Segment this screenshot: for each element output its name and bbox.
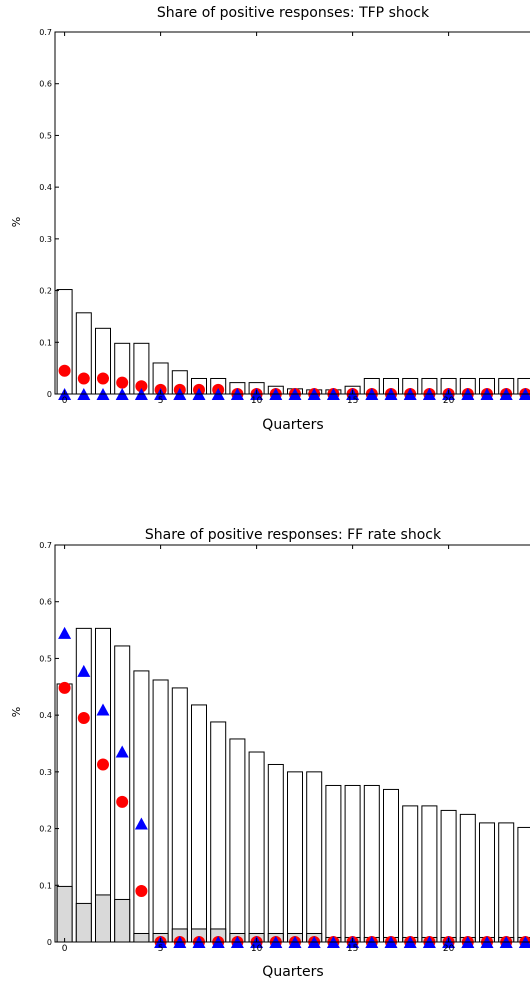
y-tick-label: 0.6 xyxy=(39,80,52,89)
triangle-marker-q3 xyxy=(115,745,129,758)
x-tick-label: 0 xyxy=(62,944,68,954)
plot-frame xyxy=(54,31,530,395)
bar-series-0-q7 xyxy=(191,704,207,943)
triangle-marker-q4 xyxy=(134,817,148,830)
axis-ticks: 0 0.1 0.2 0.3 0.4 0.5 0.6 0.7 0 5 10 15 20 xyxy=(39,541,455,954)
circle-marker-q0 xyxy=(58,364,71,377)
circle-marker-q2 xyxy=(97,758,109,771)
bar-series-0-q5 xyxy=(152,679,169,943)
bar-series-0-q3 xyxy=(114,645,131,943)
y-tick-label: 0.5 xyxy=(39,131,52,140)
bar-series-0-q4 xyxy=(133,670,150,943)
y-tick-label: 0.4 xyxy=(39,711,52,720)
bar-series-layer xyxy=(56,289,530,395)
circle-marker-q1 xyxy=(77,711,90,724)
chart-title: Share of positive responses: TFP shock xyxy=(157,5,430,21)
chart-panel-ff-rate-shock: Share of positive responses: FF rate sho… xyxy=(10,527,530,980)
chart-panel-tfp-shock: Share of positive responses: TFP shock %… xyxy=(10,5,530,433)
y-tick-label: 0.5 xyxy=(39,654,52,663)
triangle-marker-q1 xyxy=(77,664,91,677)
y-tick-label: 0.3 xyxy=(39,768,52,777)
bar-series-0-q17 xyxy=(383,788,399,943)
x-tick-label: 15 xyxy=(347,396,358,406)
x-tick-label: 10 xyxy=(251,396,263,406)
bar-series-1-q0 xyxy=(56,885,73,943)
x-tick-label: 10 xyxy=(251,944,263,954)
bar-series-0-q18 xyxy=(402,805,419,943)
y-tick-label: 0.7 xyxy=(39,541,52,550)
y-tick-label: 0 xyxy=(47,390,52,399)
x-tick-label: 20 xyxy=(443,944,455,954)
bar-series-0-q8 xyxy=(210,721,227,943)
x-tick-label: 5 xyxy=(158,944,164,954)
circle-marker-q0 xyxy=(58,681,71,694)
y-tick-label: 0.1 xyxy=(39,881,52,890)
bar-series-layer xyxy=(56,627,530,943)
y-tick-label: 0.4 xyxy=(39,183,52,192)
x-axis-label: Quarters xyxy=(262,417,323,433)
bar-series-0-q15 xyxy=(344,784,361,943)
y-tick-label: 0 xyxy=(47,938,52,947)
bar-series-0-q0 xyxy=(56,289,73,395)
x-tick-label: 20 xyxy=(443,396,455,406)
bar-series-0-q14 xyxy=(325,784,342,943)
circle-marker-q1 xyxy=(77,372,90,385)
circle-marker-q4 xyxy=(135,380,148,393)
bar-series-1-q1 xyxy=(75,902,92,943)
circle-marker-q3 xyxy=(116,376,129,389)
bar-series-0-q22 xyxy=(479,822,495,943)
bar-series-0-q11 xyxy=(267,763,284,943)
y-tick-label: 0.1 xyxy=(39,338,52,347)
triangle-marker-q2 xyxy=(96,703,110,716)
bar-series-0-q6 xyxy=(171,687,188,943)
x-tick-label: 5 xyxy=(158,396,164,406)
plot-frame xyxy=(54,544,530,943)
y-tick-label: 0.3 xyxy=(39,235,52,244)
chart-title: Share of positive responses: FF rate sho… xyxy=(145,527,442,543)
y-tick-label: 0.2 xyxy=(39,287,52,296)
axis-ticks: 0 0.1 0.2 0.3 0.4 0.5 0.6 0.7 0 5 10 15 20 xyxy=(39,28,455,406)
y-tick-label: 0.7 xyxy=(39,28,52,37)
bar-series-1-q2 xyxy=(95,894,111,943)
bar-series-0-q12 xyxy=(287,771,303,943)
bar-series-0-q24 xyxy=(517,826,530,943)
bar-series-0-q19 xyxy=(421,805,438,943)
bar-series-0-q10 xyxy=(248,751,265,943)
bar-series-0-q21 xyxy=(459,813,476,943)
bar-series-1-q4 xyxy=(133,932,150,943)
circle-marker-q2 xyxy=(97,372,109,385)
x-tick-label: 0 xyxy=(62,396,68,406)
bar-series-0-q23 xyxy=(498,822,515,943)
x-tick-label: 15 xyxy=(347,944,358,954)
bar-series-1-q3 xyxy=(114,898,131,943)
y-axis-label: % xyxy=(10,707,23,717)
y-axis-label: % xyxy=(10,217,23,227)
circle-marker-q4 xyxy=(135,884,148,897)
x-axis-label: Quarters xyxy=(262,964,323,980)
triangle-marker-q0 xyxy=(58,626,72,639)
bar-series-0-q9 xyxy=(229,738,246,943)
circle-marker-q3 xyxy=(116,795,129,808)
y-tick-label: 0.2 xyxy=(39,825,52,834)
bar-series-0-q16 xyxy=(363,784,380,943)
y-tick-label: 0.6 xyxy=(39,598,52,607)
bar-series-0-q20 xyxy=(440,809,457,943)
bar-series-0-q13 xyxy=(306,771,323,943)
